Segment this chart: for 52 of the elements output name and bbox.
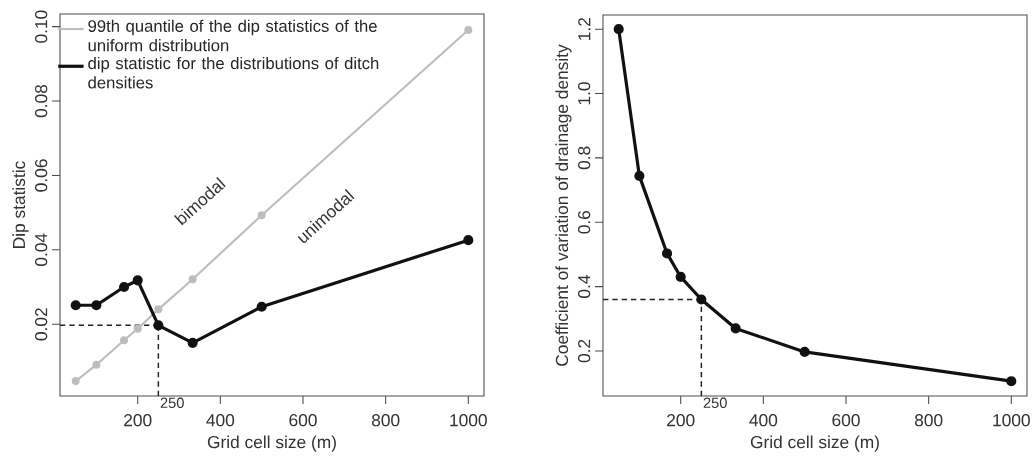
x-tick-label: 600 <box>832 414 860 427</box>
point <box>256 301 267 312</box>
y-axis-title: Dip statistic <box>12 161 29 248</box>
point <box>153 320 164 331</box>
y-tick-label: 0.06 <box>35 159 48 192</box>
x-axis-title: Grid cell size (m) <box>207 435 336 452</box>
y-tick-label: 1.0 <box>578 82 591 105</box>
y-tick-label: 0.04 <box>35 233 48 267</box>
point <box>133 324 142 333</box>
point <box>118 281 130 293</box>
x-tick-label: 600 <box>289 414 317 427</box>
point <box>613 24 624 35</box>
point <box>187 337 198 348</box>
point <box>661 248 673 259</box>
y-tick-label: 0.2 <box>578 339 591 363</box>
x-tick-label: 400 <box>749 414 778 427</box>
legend-label: dip statistic for the distributions of ditch densities <box>88 56 379 89</box>
point <box>696 294 707 305</box>
point <box>1006 376 1017 387</box>
point <box>464 25 473 34</box>
point <box>132 275 143 286</box>
y-tick-label: 0.6 <box>578 210 591 234</box>
x-tick-label: 200 <box>667 414 695 427</box>
point <box>675 271 686 282</box>
y-tick-label: 1.2 <box>578 17 591 40</box>
x-tick-label: 200 <box>124 414 152 427</box>
ref-line-label: 250 <box>160 397 184 408</box>
y-axis-title: Coefficient of variation of drainage density <box>555 44 572 366</box>
point <box>799 346 810 357</box>
point <box>257 211 266 220</box>
point <box>70 300 81 311</box>
y-tick-label: 0.4 <box>578 275 591 298</box>
point <box>154 305 163 314</box>
x-tick-label: 400 <box>206 414 235 427</box>
point <box>188 275 197 284</box>
point <box>463 235 474 246</box>
ref-line-label: 250 <box>703 397 727 408</box>
point <box>91 300 102 311</box>
x-axis-title: Grid cell size (m) <box>750 435 879 452</box>
y-tick-label: 0.8 <box>578 146 591 170</box>
x-tick-label: 800 <box>914 414 943 427</box>
x-tick-label: 800 <box>371 414 400 427</box>
y-tick-label: 0.08 <box>35 84 48 118</box>
y-tick-label: 0.10 <box>35 10 48 43</box>
x-tick-label: 1000 <box>450 414 487 427</box>
point <box>634 170 645 181</box>
x-tick-label: 1000 <box>993 414 1030 427</box>
y-tick-label: 0.02 <box>35 308 48 341</box>
point <box>71 377 80 386</box>
point <box>120 336 129 345</box>
point <box>92 360 101 369</box>
point <box>730 323 741 334</box>
